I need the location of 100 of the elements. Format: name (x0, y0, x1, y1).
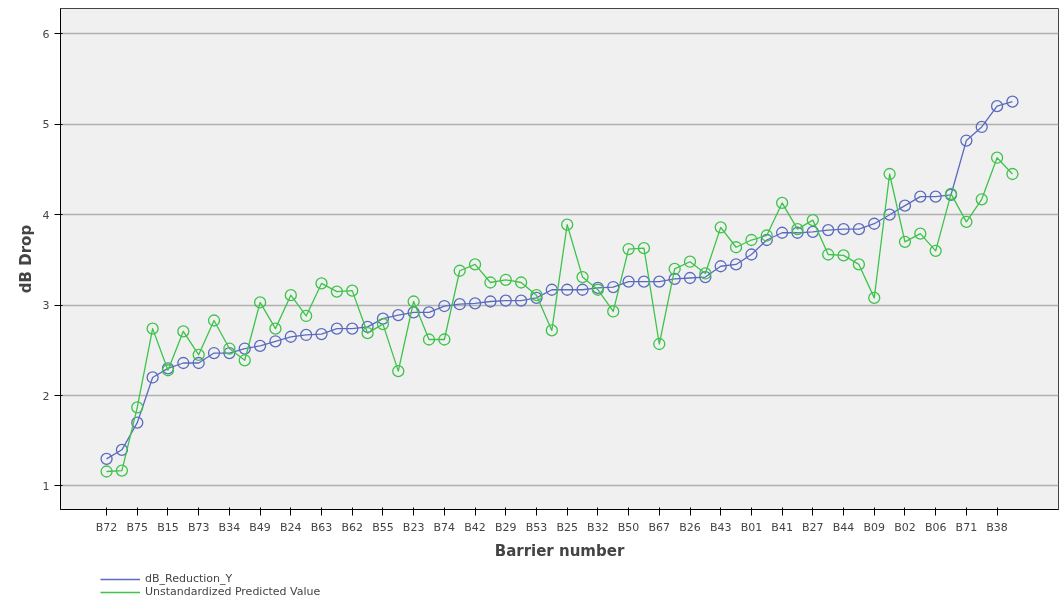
point (330, 285, 344, 298)
x-tick-label: B53 (525, 520, 548, 534)
point (653, 275, 666, 288)
point (269, 335, 282, 348)
x-tick-label: B55 (372, 520, 394, 534)
x-tick-label: B43 (709, 520, 732, 534)
point (683, 271, 697, 285)
point (422, 333, 436, 346)
point (745, 233, 758, 247)
point (131, 416, 144, 429)
x-tick-label: B26 (679, 520, 701, 534)
x-tick-label: B44 (832, 520, 855, 534)
point (806, 213, 819, 227)
point (883, 208, 896, 221)
point (468, 297, 482, 310)
y-tick-label: 3 (42, 299, 50, 313)
point (407, 306, 420, 319)
y-tick-label: 6 (42, 27, 50, 41)
point (177, 325, 190, 338)
point (975, 193, 988, 206)
x-tick-label: B15 (157, 520, 179, 534)
point (668, 262, 681, 276)
point (837, 249, 850, 262)
point (607, 305, 620, 318)
point (422, 306, 436, 319)
x-tick-label: B75 (126, 520, 149, 534)
point (960, 215, 973, 229)
point (653, 337, 666, 351)
point (806, 225, 819, 239)
point (545, 324, 558, 337)
point (929, 190, 942, 203)
x-tick-label: B32 (587, 520, 609, 534)
point (438, 299, 451, 313)
point (729, 241, 743, 254)
x-axis-title: Barrier number (494, 541, 625, 560)
point (607, 280, 620, 294)
point (837, 223, 850, 236)
point (775, 226, 789, 239)
point (392, 365, 405, 378)
point (683, 255, 697, 268)
x-tick-label: B42 (464, 520, 486, 534)
x-tick-label: B24 (280, 520, 302, 534)
point (990, 100, 1004, 113)
point (300, 328, 313, 342)
point (284, 330, 297, 343)
point (361, 320, 374, 333)
point (146, 322, 159, 335)
point (898, 235, 912, 248)
point (346, 284, 359, 297)
point (238, 354, 251, 367)
point (330, 322, 344, 335)
point (914, 190, 927, 203)
point (822, 223, 835, 237)
x-tick-label: B41 (771, 520, 793, 534)
point (775, 196, 789, 210)
point (745, 248, 758, 261)
point (760, 229, 773, 242)
point (622, 242, 635, 256)
x-tick-label: B72 (95, 520, 118, 534)
x-tick-label: B25 (556, 520, 578, 534)
point (883, 167, 896, 181)
y-tick-label: 4 (42, 208, 50, 222)
point (346, 322, 359, 335)
point (223, 346, 236, 360)
point (207, 314, 221, 327)
point (822, 248, 835, 261)
x-tick-label: B50 (617, 520, 640, 534)
legend-label: dB_Reduction_Y (145, 572, 233, 585)
y-tick-label: 1 (42, 479, 50, 493)
x-tick-label: B02 (894, 520, 916, 534)
point (438, 333, 451, 346)
point (929, 244, 942, 257)
x-tick-label: B23 (402, 520, 425, 534)
point (207, 346, 221, 360)
point (960, 134, 973, 147)
legend-label: Unstandardized Predicted Value (145, 585, 321, 598)
y-tick-label: 2 (42, 389, 50, 403)
point (468, 258, 482, 271)
point (1006, 167, 1019, 181)
point (914, 227, 927, 240)
point (729, 258, 743, 271)
x-tick-label: B06 (924, 520, 947, 534)
point (499, 273, 512, 286)
point (576, 283, 589, 296)
point (714, 260, 727, 273)
point (453, 298, 466, 311)
point (300, 309, 313, 323)
point (192, 356, 205, 370)
point (284, 289, 297, 302)
point (514, 276, 528, 289)
point (238, 342, 251, 355)
x-tick-label: B71 (955, 520, 978, 534)
point (622, 275, 635, 288)
point (514, 294, 528, 307)
point (545, 283, 558, 296)
point (484, 276, 497, 289)
point (561, 218, 574, 231)
point (576, 270, 589, 284)
point (100, 452, 113, 465)
point (453, 264, 466, 277)
